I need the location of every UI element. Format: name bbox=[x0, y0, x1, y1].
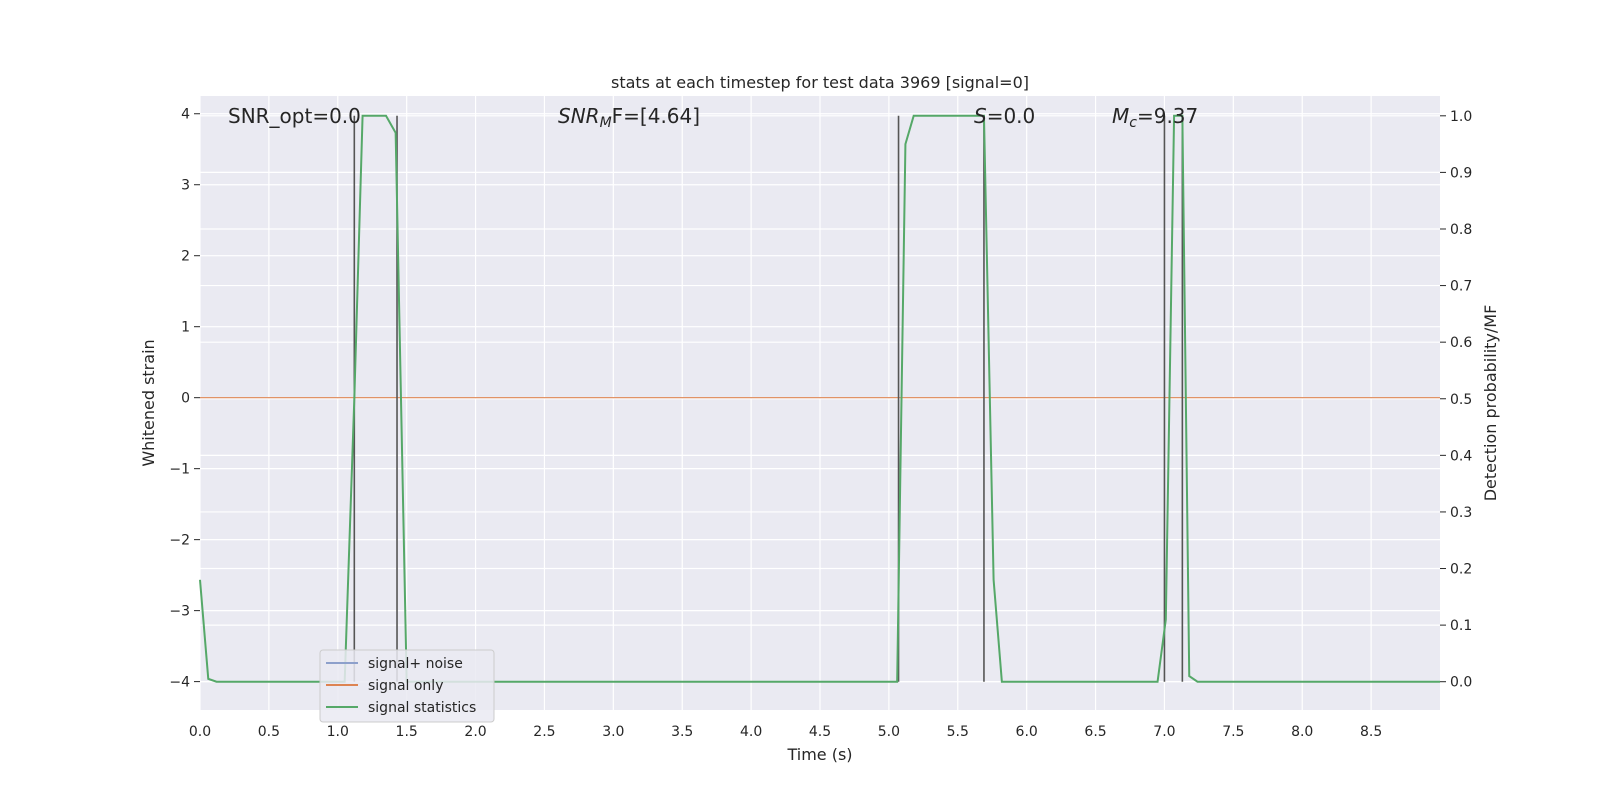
legend-label-signal-only: signal only bbox=[368, 678, 443, 694]
y-tick-label: −2 bbox=[169, 533, 190, 549]
y2-tick-label: 1.0 bbox=[1450, 109, 1472, 125]
snr-mf-sub: M bbox=[600, 115, 612, 131]
signal-statistics-line bbox=[199, 114, 1440, 683]
y-tick-label: 1 bbox=[181, 320, 190, 336]
y-axis-ticks: 4 3 2 1 0 −1 −2 −3 −4 bbox=[169, 107, 200, 691]
y-tick-label: 3 bbox=[181, 178, 190, 194]
x-tick-label: 5.5 bbox=[947, 724, 969, 740]
annotation-snr-mf: SNRMF=[4.64] bbox=[558, 104, 700, 131]
annotation-mc: Mc=9.37 bbox=[1112, 104, 1198, 131]
annotation-s: S=0.0 bbox=[974, 104, 1035, 128]
y2-axis-label: Detection probability/MF bbox=[1481, 305, 1500, 502]
legend-label-signal-statistics: signal statistics bbox=[368, 700, 476, 716]
y2-tick-label: 0.5 bbox=[1450, 392, 1472, 408]
snr-mf-tail: F=[4.64] bbox=[612, 104, 700, 128]
x-tick-label: 3.0 bbox=[602, 724, 624, 740]
mc-sub: c bbox=[1129, 115, 1137, 131]
x-tick-label: 0.0 bbox=[189, 724, 211, 740]
y-tick-label: 2 bbox=[181, 249, 190, 265]
x-axis-label: Time (s) bbox=[786, 745, 852, 764]
x-tick-label: 2.0 bbox=[464, 724, 486, 740]
legend: signal+ noise signal only signal statist… bbox=[319, 649, 495, 723]
x-tick-label: 3.5 bbox=[671, 724, 693, 740]
x-tick-label: 1.0 bbox=[327, 724, 349, 740]
y-tick-label: −3 bbox=[169, 604, 190, 620]
y2-tick-label: 0.9 bbox=[1450, 165, 1472, 181]
y2-tick-label: 0.1 bbox=[1450, 618, 1472, 634]
y-tick-label: 4 bbox=[181, 107, 190, 123]
legend-label-signal-noise: signal+ noise bbox=[368, 656, 463, 672]
x-tick-label: 7.0 bbox=[1153, 724, 1175, 740]
x-tick-label: 5.0 bbox=[878, 724, 900, 740]
y-tick-label: −1 bbox=[169, 462, 190, 478]
y2-tick-label: 0.3 bbox=[1450, 505, 1472, 521]
y2-tick-label: 0.7 bbox=[1450, 279, 1472, 295]
y-tick-label: 0 bbox=[181, 391, 190, 407]
x-tick-label: 0.5 bbox=[258, 724, 280, 740]
mc-value: =9.37 bbox=[1137, 104, 1198, 128]
y2-axis-ticks: 1.0 0.9 0.8 0.7 0.6 0.5 0.4 0.3 0.2 0.1 0.0 bbox=[1440, 109, 1472, 691]
signal-statistics-series bbox=[199, 114, 1440, 683]
x-tick-label: 4.0 bbox=[740, 724, 762, 740]
x-tick-label: 6.0 bbox=[1016, 724, 1038, 740]
x-tick-label: 2.5 bbox=[533, 724, 555, 740]
legend-box bbox=[319, 649, 495, 723]
chart-title: stats at each timestep for test data 396… bbox=[611, 73, 1029, 92]
snr-mf-base: SNR bbox=[558, 104, 600, 128]
x-tick-label: 4.5 bbox=[809, 724, 831, 740]
y2-tick-label: 0.0 bbox=[1450, 675, 1472, 691]
s-value: =0.0 bbox=[987, 104, 1036, 128]
s-var: S bbox=[974, 104, 987, 128]
x-tick-label: 7.5 bbox=[1222, 724, 1244, 740]
y2-tick-label: 0.8 bbox=[1450, 222, 1472, 238]
y-tick-label: −4 bbox=[169, 675, 190, 691]
y2-tick-label: 0.6 bbox=[1450, 335, 1472, 351]
x-tick-label: 1.5 bbox=[396, 724, 418, 740]
x-tick-label: 8.0 bbox=[1291, 724, 1313, 740]
y-axis-label: Whitened strain bbox=[139, 339, 158, 466]
x-tick-label: 8.5 bbox=[1360, 724, 1382, 740]
grid bbox=[199, 96, 1440, 710]
mc-var: M bbox=[1112, 104, 1129, 128]
y2-tick-label: 0.4 bbox=[1450, 448, 1472, 464]
annotation-snr-opt: SNR_opt=0.0 bbox=[228, 104, 361, 128]
x-tick-label: 6.5 bbox=[1084, 724, 1106, 740]
y2-tick-label: 0.2 bbox=[1450, 562, 1472, 578]
x-axis-ticks: 0.0 0.5 1.0 1.5 2.0 2.5 3.0 3.5 4.0 4.5 5.0 5.5 6.0 6… bbox=[189, 724, 1382, 740]
